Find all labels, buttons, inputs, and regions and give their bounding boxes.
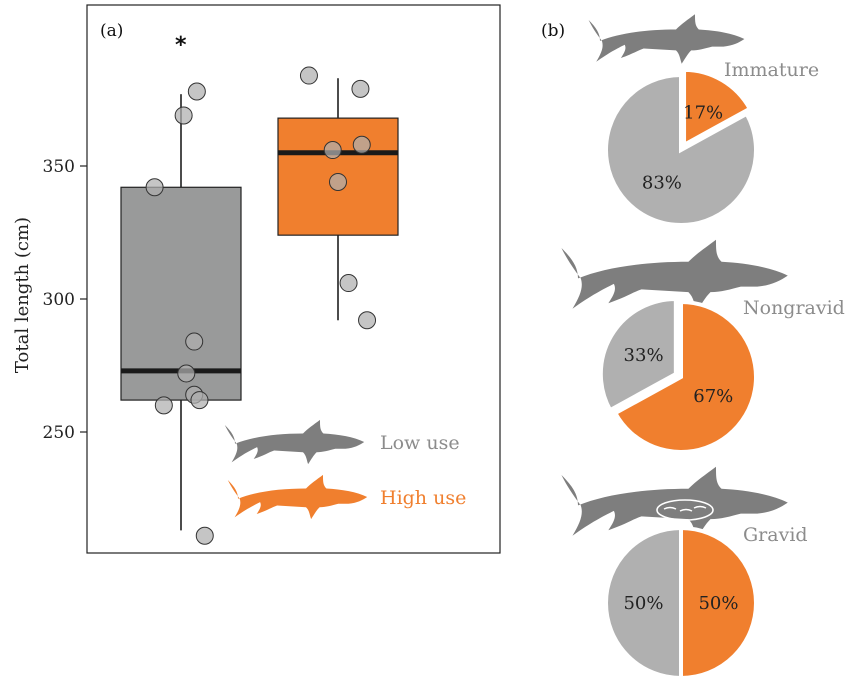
pie-slice bbox=[682, 67, 753, 149]
data-point bbox=[329, 172, 347, 191]
box-low-use bbox=[120, 186, 242, 401]
points-group bbox=[145, 66, 377, 545]
y-tick-label: 300 bbox=[43, 290, 75, 310]
data-point bbox=[299, 66, 318, 85]
pie-slice-label: 50% bbox=[623, 593, 663, 614]
pie-title-gravid: Gravid bbox=[743, 524, 808, 546]
pie-slice-label: 17% bbox=[683, 103, 723, 124]
shark-silhouette-icon bbox=[227, 474, 368, 520]
pie-slice bbox=[598, 296, 678, 413]
y-axis: 250 300 350 bbox=[43, 157, 87, 443]
y-axis-title: Total length (cm) bbox=[12, 217, 33, 373]
pie-slice bbox=[679, 525, 758, 680]
legend-low-use: Low use bbox=[380, 432, 460, 454]
data-point bbox=[352, 135, 371, 154]
data-point bbox=[154, 396, 173, 415]
pie-panel: (b) Immature Nongravid Gravid 17% 83% 67% 3… bbox=[541, 14, 845, 680]
boxplot-panel: (a) * Total length (cm) 250 300 350 Low us… bbox=[12, 4, 501, 554]
pie-slice bbox=[604, 525, 683, 680]
significance-marker: * bbox=[175, 33, 187, 58]
data-point bbox=[195, 526, 214, 545]
data-point bbox=[177, 364, 196, 383]
data-point bbox=[187, 82, 206, 101]
pie-slice-label: 50% bbox=[698, 593, 738, 614]
pie-slice bbox=[604, 72, 758, 227]
data-point bbox=[174, 106, 193, 125]
shark-silhouette-icon bbox=[588, 14, 745, 64]
pie-slice-label: 67% bbox=[693, 386, 733, 407]
pie-slice-label: 83% bbox=[642, 172, 682, 193]
data-point bbox=[185, 332, 204, 351]
data-point bbox=[351, 79, 370, 98]
panel-label-b: (b) bbox=[541, 21, 565, 41]
pie-title-immature: Immature bbox=[724, 59, 819, 81]
panel-label-a: (a) bbox=[100, 21, 123, 41]
data-point bbox=[323, 141, 342, 160]
legend: Low use High use bbox=[224, 419, 466, 520]
data-point bbox=[145, 178, 164, 197]
shark-silhouette-icon bbox=[224, 419, 365, 465]
data-point bbox=[190, 391, 209, 410]
pregnant-shark-silhouette-icon bbox=[561, 466, 788, 539]
y-tick-label: 250 bbox=[43, 423, 75, 443]
y-tick-label: 350 bbox=[43, 157, 75, 177]
pies-group: 17% 83% 67% 33% 50% 50% bbox=[598, 67, 758, 680]
pie-slice-label: 33% bbox=[624, 345, 664, 366]
pie-slice bbox=[612, 299, 758, 454]
pie-title-nongravid: Nongravid bbox=[743, 297, 845, 319]
data-point bbox=[358, 311, 377, 330]
legend-high-use: High use bbox=[380, 487, 466, 509]
data-point bbox=[339, 274, 358, 293]
plot-frame bbox=[86, 4, 501, 554]
